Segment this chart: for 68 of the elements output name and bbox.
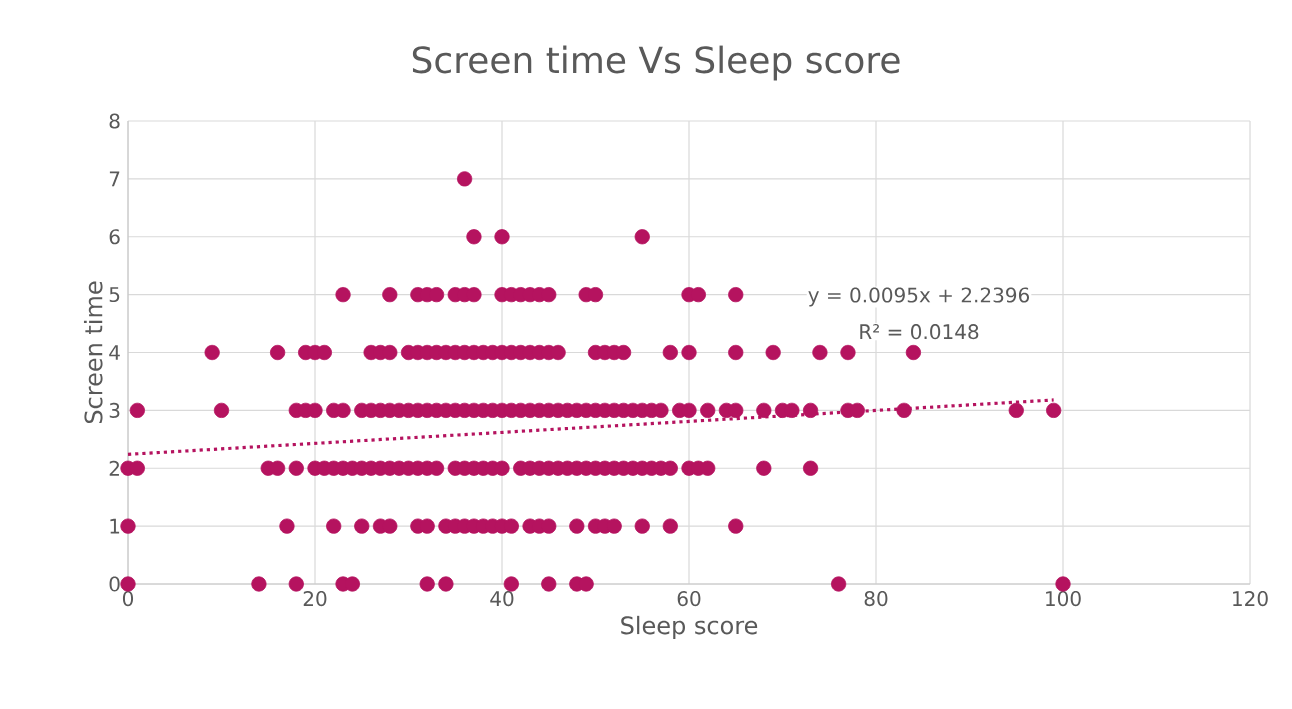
point [1008,402,1024,418]
x-tick-label: 60 [677,591,701,607]
y-tick-label: 1 [110,518,120,534]
point [419,576,435,592]
point [120,576,136,592]
y-tick-label: 6 [109,229,120,245]
point [457,171,473,187]
point [802,402,819,418]
point [662,344,678,361]
point [335,287,351,303]
point [700,402,716,418]
point [840,344,856,361]
point [905,344,922,361]
point [728,344,744,361]
point [541,576,557,592]
x-tick-label: 20 [303,591,327,607]
x-tick-label: 0 [122,591,134,607]
chart-title: Screen time Vs Sleep score [412,45,900,81]
point [681,344,697,361]
point [270,344,286,361]
point [438,576,454,592]
point [503,576,519,592]
point [326,518,342,534]
x-tick-label: 80 [864,591,888,607]
x-axis-title: Sleep score [621,615,758,640]
annotation: R² = 0.0148 [860,324,979,340]
point [251,576,267,592]
point [728,287,744,303]
point [213,402,230,418]
point [756,460,772,476]
point [756,402,772,418]
point [129,402,145,418]
y-tick-label: 4 [109,345,120,360]
point [728,518,744,534]
point [896,402,912,418]
point [1055,576,1071,592]
point [634,518,650,534]
point [204,344,220,361]
point [279,518,295,534]
point [812,344,828,361]
point [634,229,650,245]
point [662,518,678,534]
x-tick-label: 120 [1233,591,1268,607]
annotation: y = 0.0095x + 2.2396 [808,287,1030,307]
point [765,344,781,361]
point [288,576,304,592]
x-tick-label: 40 [490,591,514,607]
point [270,460,286,476]
point [354,518,370,534]
point [120,518,136,534]
point [700,460,716,476]
point [831,576,847,592]
x-tick-label: 100 [1046,591,1081,607]
y-tick-label: 8 [109,113,120,129]
point [802,460,819,476]
y-tick-label: 7 [109,171,120,187]
y-tick-label: 5 [109,287,120,303]
point [288,460,304,476]
y-axis-title: Screen time [83,281,103,424]
point [1046,402,1062,418]
point [569,518,585,534]
y-tick-label: 3 [109,402,120,418]
point [494,229,510,245]
y-tick-label: 2 [109,460,119,476]
y-tick-label: 0 [109,576,120,592]
point [382,287,398,303]
point [541,518,557,534]
point [466,229,482,245]
